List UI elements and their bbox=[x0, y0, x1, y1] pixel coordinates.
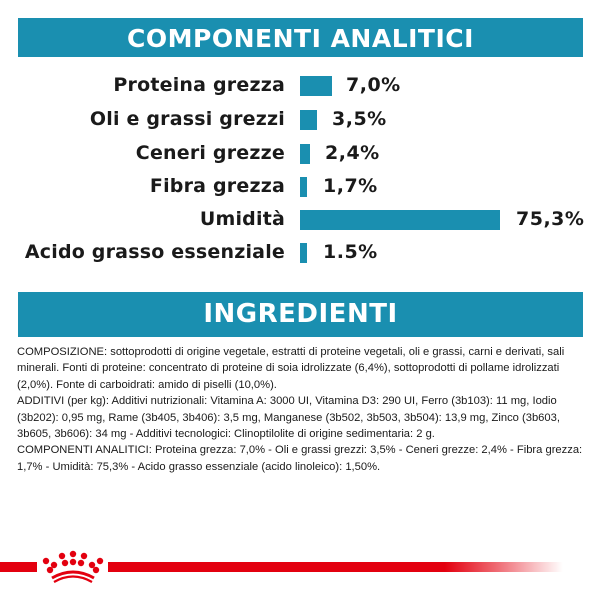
row-value: 75,3% bbox=[516, 208, 585, 230]
row-value: 2,4% bbox=[325, 142, 380, 164]
row-label: Ceneri grezze bbox=[135, 142, 285, 164]
chart-row: Acido grasso essenziale 1.5% bbox=[0, 241, 600, 265]
analytic-components-paragraph: COMPONENTI ANALITICI: Proteina grezza: 7… bbox=[17, 444, 583, 473]
chart-row: Proteina grezza 7,0% bbox=[0, 74, 600, 98]
row-bar bbox=[300, 144, 310, 164]
analytic-components-header: COMPONENTI ANALITICI bbox=[18, 18, 583, 57]
ingredients-header: INGREDIENTI bbox=[18, 292, 583, 337]
chart-row: Umidità 75,3% bbox=[0, 208, 600, 232]
row-value: 1,7% bbox=[323, 175, 378, 197]
row-bar bbox=[300, 243, 307, 263]
row-label: Umidità bbox=[199, 208, 285, 230]
row-label: Oli e grassi grezzi bbox=[89, 108, 285, 130]
row-value: 3,5% bbox=[332, 108, 387, 130]
chart-row: Oli e grassi grezzi 3,5% bbox=[0, 108, 600, 132]
composition-paragraph: COMPOSIZIONE: sottoprodotti di origine v… bbox=[17, 346, 565, 391]
ingredients-text: COMPOSIZIONE: sottoprodotti di origine v… bbox=[17, 344, 587, 475]
row-value: 1.5% bbox=[323, 241, 378, 263]
additives-paragraph: ADDITIVI (per kg): Additivi nutrizionali… bbox=[17, 395, 560, 441]
chart-row: Ceneri grezze 2,4% bbox=[0, 142, 600, 166]
row-bar bbox=[300, 110, 317, 130]
row-label: Acido grasso essenziale bbox=[24, 241, 285, 263]
row-label: Proteina grezza bbox=[113, 74, 285, 96]
chart-row: Fibra grezza 1,7% bbox=[0, 175, 600, 199]
row-bar bbox=[300, 210, 500, 230]
footer-red-line-left bbox=[0, 562, 37, 572]
row-bar bbox=[300, 177, 307, 197]
footer-red-line-right bbox=[108, 562, 563, 572]
row-label: Fibra grezza bbox=[149, 175, 285, 197]
row-bar bbox=[300, 76, 332, 96]
row-value: 7,0% bbox=[346, 74, 401, 96]
royal-canin-crown-icon bbox=[40, 550, 106, 584]
